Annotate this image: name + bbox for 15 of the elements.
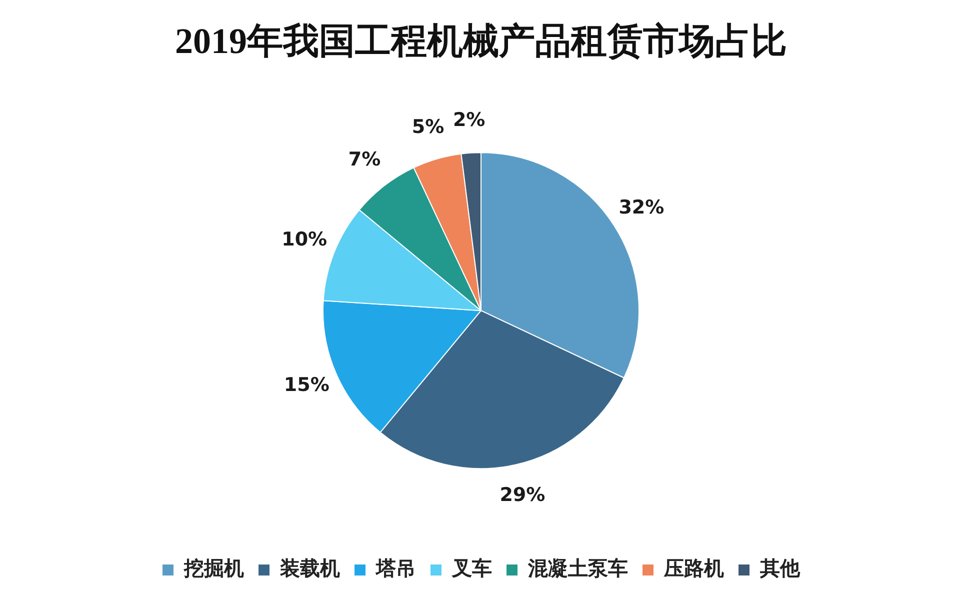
legend-label: 塔吊 (375, 556, 416, 580)
data-label: 2% (452, 108, 486, 131)
legend-label: 挖掘机 (183, 556, 244, 580)
legend-label: 装载机 (279, 556, 340, 580)
legend-label: 其他 (759, 556, 801, 580)
data-label: 10% (282, 228, 328, 251)
data-label: 15% (284, 374, 330, 396)
data-label: 7% (348, 148, 381, 170)
data-label: 32% (618, 196, 664, 219)
chart-title: 2019年我国工程机械产品租赁市场占比 (175, 20, 787, 61)
legend-label: 混凝土泵车 (527, 556, 628, 580)
data-label: 5% (412, 116, 444, 138)
data-label: 29% (500, 484, 546, 506)
legend-label: 叉车 (451, 556, 492, 580)
legend-label: 压路机 (663, 556, 724, 580)
